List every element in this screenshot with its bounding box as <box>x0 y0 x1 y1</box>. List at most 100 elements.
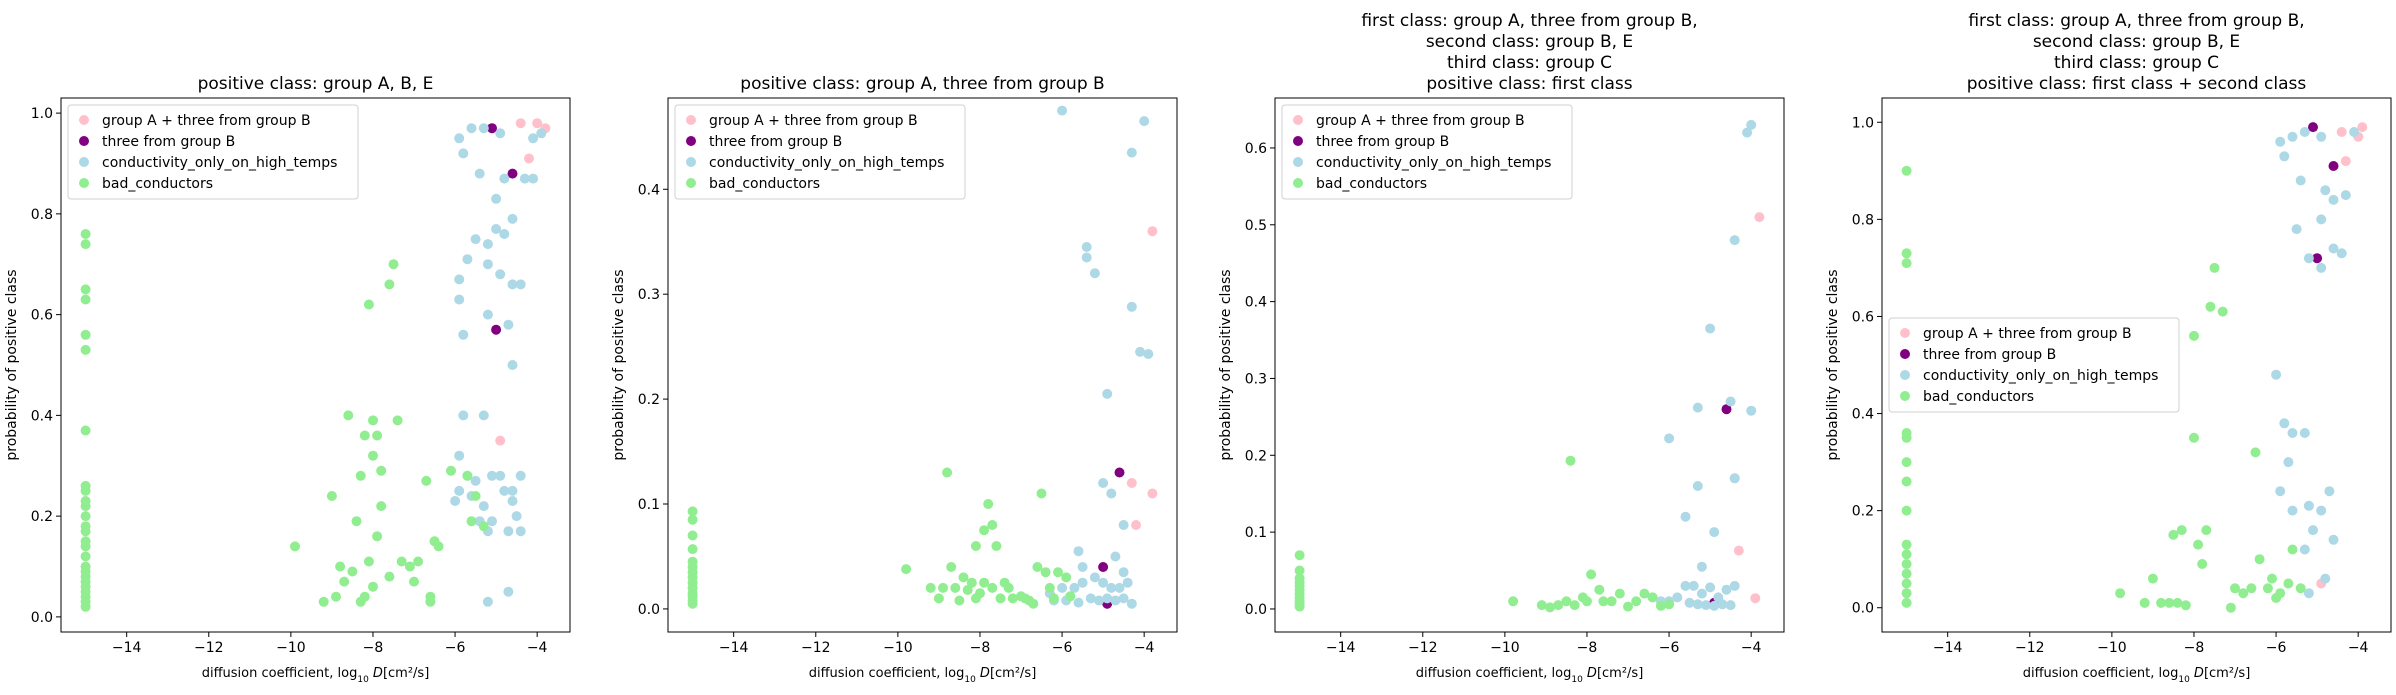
data-point <box>2279 151 2290 162</box>
data-point <box>1073 546 1084 557</box>
data-point <box>519 173 530 184</box>
data-point <box>1081 252 1092 263</box>
legend-label: bad_conductors <box>1923 389 2034 405</box>
data-point <box>499 229 510 239</box>
data-point <box>1721 584 1732 595</box>
legend-label: three from group B <box>709 134 842 150</box>
data-point <box>2320 573 2331 584</box>
legend-marker <box>1900 391 1910 401</box>
data-point <box>466 123 477 134</box>
x-tick-label: −4 <box>527 640 548 656</box>
legend-marker <box>79 136 89 146</box>
data-point <box>979 525 990 536</box>
y-tick-label: 0.3 <box>1245 371 1267 387</box>
data-point <box>384 571 395 582</box>
data-point <box>1536 600 1547 611</box>
data-point <box>1705 582 1716 593</box>
data-point <box>1143 349 1154 359</box>
data-point <box>507 168 518 179</box>
data-point <box>2115 588 2126 599</box>
data-point <box>1623 601 1633 612</box>
x-tick-label: −12 <box>1408 640 1438 656</box>
data-point <box>987 582 998 593</box>
data-point <box>942 467 953 478</box>
x-tick-label: −14 <box>1933 640 1963 656</box>
data-point <box>2349 127 2360 137</box>
y-tick-label: 0.0 <box>638 602 660 618</box>
data-point <box>2324 486 2335 497</box>
data-point <box>454 485 465 496</box>
data-point <box>2201 525 2212 536</box>
legend-marker <box>1900 349 1910 359</box>
data-point <box>1594 584 1605 595</box>
data-point <box>1106 582 1117 593</box>
data-point <box>1901 559 1912 569</box>
data-point <box>2287 544 2298 555</box>
y-tick-label: 0.4 <box>1852 407 1874 423</box>
data-point <box>1725 600 1736 611</box>
legend-label: conductivity_only_on_high_temps <box>1923 368 2158 384</box>
data-point <box>495 269 506 280</box>
series-3 <box>2271 127 2360 599</box>
data-point <box>975 588 985 599</box>
data-point <box>80 239 91 250</box>
axes-frame <box>60 97 571 633</box>
data-point <box>2283 578 2294 589</box>
data-point <box>687 506 698 517</box>
legend-marker <box>1293 178 1303 188</box>
chart-title-line: positive class: first class <box>1426 74 1632 94</box>
data-point <box>368 415 378 426</box>
data-point <box>1007 593 1018 604</box>
data-point <box>515 118 526 129</box>
chart-title-line: positive class: group A, B, E <box>198 74 434 94</box>
data-point <box>1680 580 1691 591</box>
data-point <box>2299 428 2310 438</box>
y-tick-label: 0.8 <box>31 207 53 223</box>
data-point <box>950 582 961 593</box>
data-point <box>326 491 337 501</box>
data-point <box>2299 127 2310 137</box>
data-point <box>970 541 981 551</box>
data-point <box>368 581 378 592</box>
legend-marker <box>686 178 696 188</box>
data-point <box>1901 165 1912 176</box>
data-point <box>331 591 341 602</box>
data-point <box>80 425 91 436</box>
legend-label: conductivity_only_on_high_temps <box>102 155 337 171</box>
data-point <box>404 561 415 572</box>
data-point <box>2225 602 2236 613</box>
data-point <box>2262 583 2273 594</box>
data-point <box>487 516 497 527</box>
data-point <box>487 123 497 134</box>
legend-marker <box>686 157 696 167</box>
data-point <box>1692 481 1703 491</box>
data-point <box>1569 600 1580 611</box>
data-point <box>1647 592 1658 603</box>
data-point <box>462 254 473 265</box>
data-point <box>1733 545 1744 556</box>
data-point <box>1664 433 1675 444</box>
data-point <box>474 168 485 179</box>
x-tick-label: −4 <box>2348 640 2369 656</box>
data-point <box>80 284 91 295</box>
series-1 <box>1729 212 1765 604</box>
data-point <box>2176 525 2187 536</box>
data-point <box>983 499 994 509</box>
data-point <box>1901 578 1912 589</box>
data-point <box>478 521 489 532</box>
x-tick-label: −10 <box>1490 640 1520 656</box>
series-4 <box>1901 165 2306 613</box>
data-point <box>1110 595 1121 606</box>
data-point <box>2328 194 2339 205</box>
data-point <box>1655 600 1666 611</box>
data-point <box>1073 597 1084 608</box>
data-point <box>1118 593 1129 604</box>
data-point <box>1688 580 1699 591</box>
data-point <box>925 582 936 593</box>
data-point <box>1508 596 1519 607</box>
data-point <box>1553 600 1564 611</box>
x-tick-label: −6 <box>445 640 466 656</box>
legend-label: group A + three from group B <box>709 113 918 129</box>
data-point <box>2299 544 2310 555</box>
x-tick-label: −14 <box>719 640 749 656</box>
